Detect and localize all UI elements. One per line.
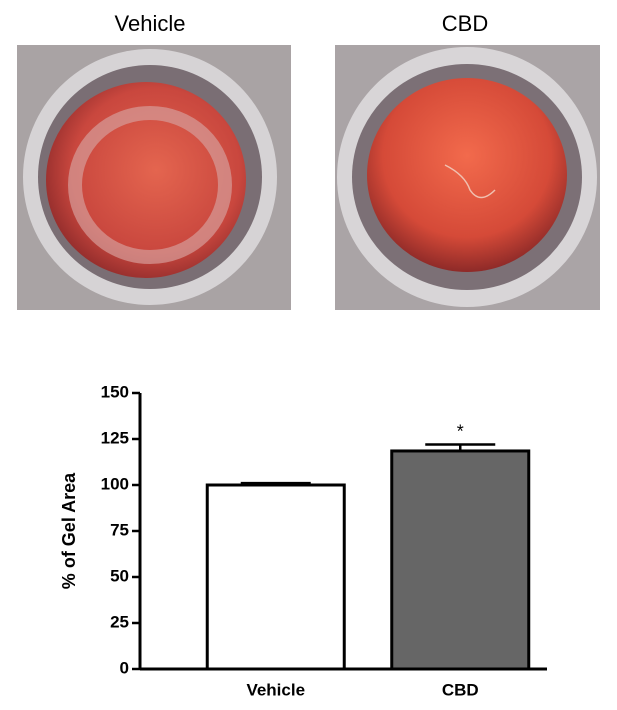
x-tick-label: CBD xyxy=(442,680,479,699)
y-tick-label: 50 xyxy=(110,566,129,585)
bar xyxy=(390,449,531,671)
y-tick-label: 25 xyxy=(110,612,129,631)
photo-label: CBD xyxy=(442,11,488,36)
y-tick-label: 75 xyxy=(110,520,129,539)
photo-cbd xyxy=(335,45,600,310)
annotation: * xyxy=(457,421,464,441)
bar xyxy=(205,483,346,671)
y-tick-label: 0 xyxy=(120,658,129,677)
photo-vehicle xyxy=(17,45,291,310)
photo-label: Vehicle xyxy=(115,11,186,36)
y-tick-label: 150 xyxy=(101,382,129,401)
y-axis-label: % of Gel Area xyxy=(59,472,79,589)
y-tick-label: 125 xyxy=(101,428,129,447)
y-tick-label: 100 xyxy=(101,474,129,493)
x-tick-label: Vehicle xyxy=(246,680,305,699)
